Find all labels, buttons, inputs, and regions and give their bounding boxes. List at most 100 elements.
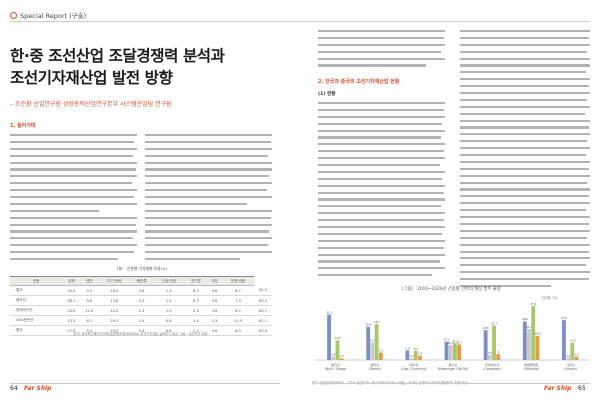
table-cell: 63.7 [254, 305, 272, 316]
table-row: LNG운반선 13.3 6.2 24.3 5.4 0.6 1.4 2.3 11.… [10, 315, 272, 326]
bar-value-label: 23.7 [491, 321, 497, 325]
bar [566, 357, 571, 360]
table-cell: 9.5 [80, 285, 99, 296]
bar [535, 335, 540, 360]
table-cell: 1.0 [152, 305, 185, 316]
x-tick-label: (Container) [483, 367, 501, 371]
table-cell: 3.4 [130, 325, 153, 336]
table-header: 선실·의장 [152, 276, 185, 286]
table-cell: 19.5 [98, 325, 131, 336]
table-row: 평균 17.9 9.2 19.5 3.4 0.8 1.3 3.6 6.3 63.… [10, 325, 272, 336]
body-text-column-1 [10, 134, 137, 265]
bar [522, 321, 527, 360]
table-header: 기기·장비 [98, 276, 131, 286]
page-number-left: 64 [10, 385, 18, 392]
table-header: 엔진 [80, 276, 99, 286]
body-text-column-2 [145, 134, 272, 265]
bar [327, 314, 331, 360]
bar [527, 328, 531, 360]
header-divider [10, 21, 590, 22]
x-tick-label: 해양플랜트 [524, 362, 538, 367]
x-tick-label: 벌크선 [331, 362, 340, 367]
body-text-column-5 [460, 30, 590, 292]
bar-value-label: 16.6 [535, 332, 541, 336]
table-cell: 6.3 [221, 325, 255, 336]
table-row: 컨테이너선 15.0 12.0 12.5 1.3 1.0 2.3 3.6 6.5… [10, 305, 272, 316]
table-cell: 62.1 [254, 315, 272, 326]
table-cell: 컨테이너선 [10, 305, 63, 316]
x-tick-label: LNG선 [409, 362, 418, 367]
table-header-row: 선종 강재 엔진 기기·장비 배관류 선실·의장 전기류 기타 전체 비중 [10, 276, 272, 286]
bar [374, 324, 379, 360]
table-cell: 0.6 [152, 315, 185, 326]
article-author: – 조순환 산업연구원 성장동력산업연구본부 시스템산업팀 연구원 [10, 101, 172, 108]
table-cell: 2.3 [207, 315, 222, 326]
table-cell: 3.6 [207, 305, 222, 316]
table-row: 벌크 29.0 9.5 16.4 3.6 1.3 8.7 4.6 6.7 62.… [10, 285, 272, 296]
table-cell: 2.3 [130, 295, 153, 306]
x-tick-label: (Offshore) [524, 367, 540, 371]
bar-value-label: 6.2 [414, 347, 418, 351]
bar [492, 325, 496, 360]
table-cell: 12.0 [80, 305, 99, 316]
header-section-label: Special Report (구술) [20, 12, 87, 20]
table-cell: 16.4 [98, 285, 131, 296]
body-text-column-3 [318, 30, 445, 71]
table-cell: 9.6 [80, 295, 99, 306]
table-row: 탱크선 28.1 9.6 13.8 2.3 1.0 8.7 3.6 7.3 63… [10, 295, 272, 306]
footer-brand-left: Far Ship [24, 385, 52, 392]
x-tick-label: (Others) [564, 367, 577, 371]
bar-value-label: 6.5 [405, 346, 409, 350]
bar [339, 358, 344, 360]
bar-value-label: 3.4 [488, 351, 492, 355]
x-tick-label: 기타선 [566, 362, 575, 367]
table-cell: 8.7 [184, 285, 208, 296]
article-title-line1: 한·중 조선산업 조달경쟁력 분석과 [10, 47, 225, 65]
table-cell: 탱크선 [10, 295, 63, 306]
x-tick-label: 컨테이너선 [485, 362, 499, 367]
table-cell: 3.6 [207, 325, 222, 336]
bar-value-label: 2.8 [418, 352, 422, 356]
table-cell: 1.0 [152, 295, 185, 306]
section-heading-intro: 1. 들어가며 [10, 123, 36, 129]
table-cell: 15.0 [62, 305, 81, 316]
section-heading-2: 2. 한국과 중국의 조선기자재산업 현황 [318, 79, 400, 85]
data-table: 선종 강재 엔진 기기·장비 배관류 선실·의장 전기류 기타 전체 비중 벌크… [10, 276, 272, 336]
table-cell: 29.0 [62, 285, 81, 296]
bar [448, 345, 453, 360]
table-source-note: 출처: 한국조선해양기자재공업협동조합(KOMEA) 조선기자재업 실태조사 결… [73, 332, 209, 336]
bar-value-label: 24.7 [374, 320, 380, 324]
table-cell: LNG운반선 [10, 315, 63, 326]
bar-value-label: 11.7 [452, 339, 458, 343]
footer-divider-right [318, 383, 590, 384]
table-cell: 17.9 [62, 325, 81, 336]
bar [378, 352, 383, 360]
bar [444, 341, 449, 360]
bar-value-label: 1.3 [410, 354, 414, 358]
bar-value-label: 5.1 [379, 348, 383, 352]
bar [453, 343, 457, 360]
bar [574, 356, 579, 360]
table-cell: 11.5 [221, 315, 255, 326]
table-cell: 4.6 [207, 285, 222, 296]
bar-value-label: 1.2 [340, 354, 344, 358]
table-cell: 3.6 [207, 295, 222, 306]
table-cell: 63.9 [254, 325, 272, 336]
table-cell: 13.8 [98, 295, 131, 306]
sub-heading-status: (1) 현황 [318, 92, 336, 97]
bar [570, 342, 575, 360]
bar [409, 358, 414, 360]
bar-value-label: 27.5 [561, 316, 567, 320]
bar [418, 355, 422, 360]
bar [562, 320, 566, 360]
table-cell: 9.2 [80, 325, 99, 336]
table-header: 선종 [10, 276, 63, 286]
table-cell: 24.3 [98, 315, 131, 326]
bar-value-label: 22.9 [366, 323, 372, 327]
bar [366, 326, 371, 360]
table-title: 〈표〉 선종별 기자재별 비중(%) [114, 266, 168, 271]
bar-value-label: 1.4 [566, 354, 570, 358]
table-cell: 1.3 [184, 325, 208, 336]
table-cell: 1.4 [184, 315, 208, 326]
